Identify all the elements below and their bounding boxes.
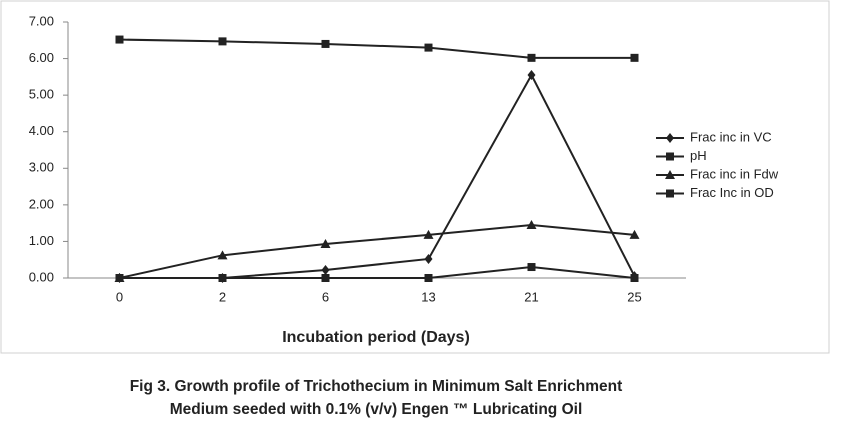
marker-triangle	[423, 229, 434, 239]
legend-marker	[665, 170, 675, 179]
legend-marker	[666, 133, 674, 143]
y-tick-label: 4.00	[29, 123, 54, 138]
marker-triangle	[629, 229, 640, 239]
marker-square	[424, 274, 433, 282]
y-tick-label: 2.00	[29, 196, 54, 211]
marker-square	[218, 37, 227, 46]
y-tick-label: 6.00	[29, 50, 54, 65]
y-tick-label: 0.00	[29, 269, 54, 284]
series-line	[119, 266, 635, 279]
marker-square	[424, 43, 433, 52]
marker-triangle	[320, 238, 331, 248]
caption-line: Medium seeded with 0.1% (v/v) Engen ™ Lu…	[170, 401, 583, 418]
series-line	[119, 38, 635, 59]
marker-triangle	[217, 250, 228, 260]
y-tick-label: 5.00	[29, 87, 54, 102]
marker-square	[527, 263, 536, 272]
marker-square	[527, 53, 536, 62]
legend-label: Frac inc in Fdw	[690, 166, 779, 181]
marker-square	[115, 35, 124, 44]
x-tick-label: 0	[116, 289, 123, 304]
chart-frame	[0, 0, 830, 354]
marker-square	[218, 274, 227, 282]
marker-square	[630, 53, 639, 62]
x-tick-label: 2	[219, 289, 226, 304]
marker-diamond	[527, 70, 536, 81]
series-line	[119, 72, 636, 279]
legend-marker	[666, 189, 674, 198]
marker-triangle	[526, 219, 537, 229]
legend-label: pH	[690, 148, 707, 163]
legend-label: Frac inc in VC	[690, 129, 772, 144]
x-tick-label: 25	[627, 289, 641, 304]
caption-line: Fig 3. Growth profile of Trichothecium i…	[130, 378, 623, 395]
y-tick-label: 7.00	[29, 13, 54, 28]
marker-diamond	[424, 253, 433, 264]
x-axis-title: Incubation period (Days)	[282, 329, 470, 346]
legend-marker	[666, 152, 674, 161]
y-tick-label: 1.00	[29, 233, 54, 248]
marker-square	[630, 274, 639, 282]
x-tick-label: 6	[322, 289, 329, 304]
x-tick-label: 13	[421, 289, 435, 304]
legend-label: Frac Inc in OD	[690, 185, 774, 200]
y-tick-label: 3.00	[29, 160, 54, 175]
marker-square	[115, 274, 124, 282]
series-line	[119, 223, 635, 279]
marker-diamond	[321, 264, 330, 275]
marker-square	[321, 39, 330, 48]
x-tick-label: 21	[524, 289, 538, 304]
marker-square	[321, 274, 330, 282]
